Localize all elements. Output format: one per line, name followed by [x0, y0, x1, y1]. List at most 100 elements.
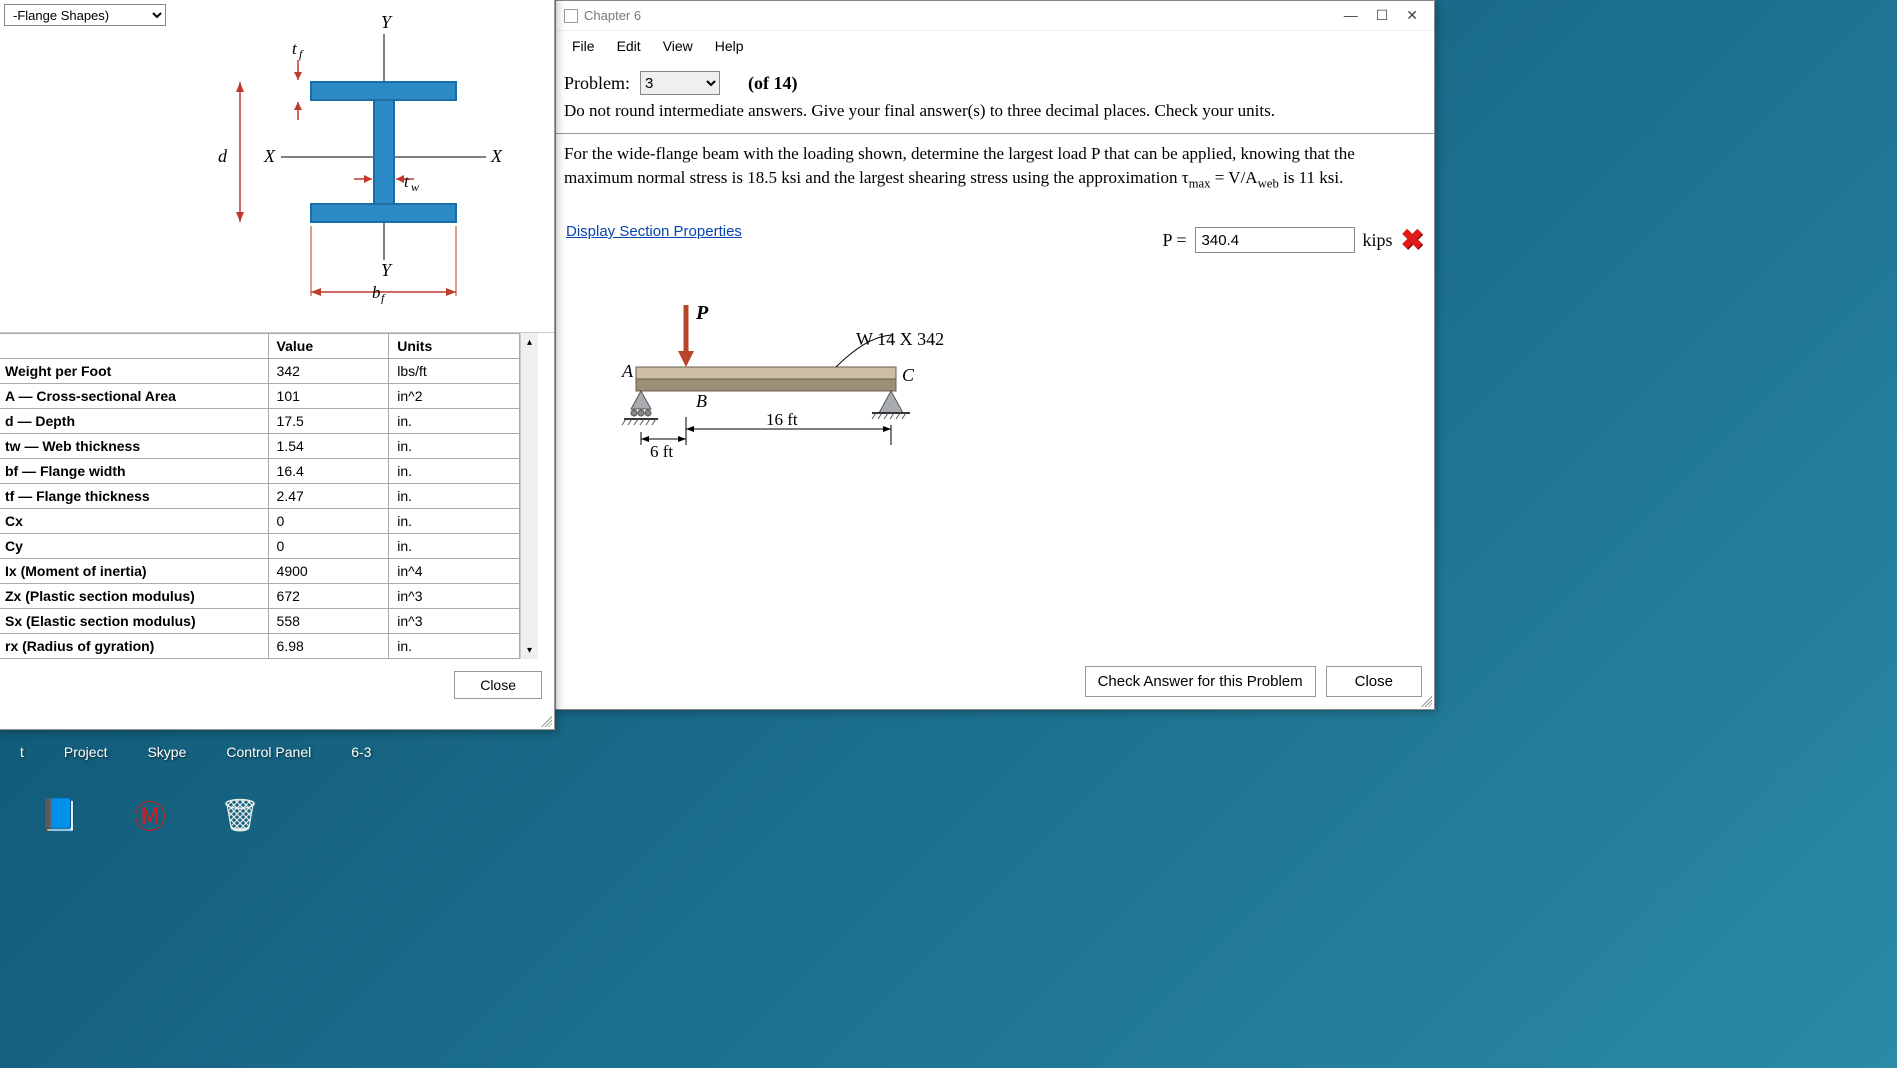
minimize-icon[interactable]: — [1344, 7, 1358, 24]
svg-text:W 14 X 342: W 14 X 342 [856, 329, 944, 349]
section-properties-window: -Flange Shapes) Y Y X X t f [0, 0, 555, 730]
prop-units: in. [389, 634, 520, 659]
col-units: Units [389, 334, 520, 359]
separator [556, 133, 1434, 134]
problem-number-select[interactable]: 3 [640, 71, 720, 95]
prop-units: in. [389, 434, 520, 459]
prop-value: 6.98 [268, 634, 389, 659]
problem-selector-row: Problem: 3 (of 14) [556, 61, 1434, 101]
app-shortcut-icon[interactable]: Ⓜ [130, 795, 170, 835]
recycle-bin-icon[interactable]: 🗑 [220, 795, 260, 835]
desk-label[interactable]: t [20, 744, 24, 760]
prop-value: 101 [268, 384, 389, 409]
properties-table: Value Units Weight per Foot342lbs/ftA — … [0, 333, 520, 659]
table-row: Zx (Plastic section modulus)672in^3 [0, 584, 520, 609]
prop-value: 16.4 [268, 459, 389, 484]
prop-label: A — Cross-sectional Area [0, 384, 268, 409]
shape-type-select[interactable]: -Flange Shapes) [4, 4, 166, 26]
scroll-up-icon[interactable]: ▴ [523, 335, 537, 349]
desk-label[interactable]: 6-3 [351, 744, 371, 760]
prop-units: in. [389, 509, 520, 534]
prop-label: Sx (Elastic section modulus) [0, 609, 268, 634]
svg-text:A: A [621, 361, 634, 381]
label-Y-bot: Y [381, 260, 393, 280]
svg-text:d: d [218, 146, 228, 166]
prop-units: in^2 [389, 384, 520, 409]
ch6-close-button[interactable]: Close [1326, 666, 1422, 697]
menu-view[interactable]: View [653, 35, 703, 57]
table-row: Cx0in. [0, 509, 520, 534]
table-row: A — Cross-sectional Area101in^2 [0, 384, 520, 409]
problem-of-label: (of 14) [748, 73, 797, 94]
svg-text:P: P [695, 302, 709, 324]
window-title: Chapter 6 [584, 8, 641, 23]
resize-grip-icon[interactable] [538, 713, 552, 727]
prop-value: 17.5 [268, 409, 389, 434]
svg-text:6 ft: 6 ft [650, 442, 673, 461]
prop-label: d — Depth [0, 409, 268, 434]
svg-text:t: t [292, 39, 298, 58]
instructions-text: Do not round intermediate answers. Give … [556, 101, 1434, 131]
prop-units: lbs/ft [389, 359, 520, 384]
table-row: bf — Flange width16.4in. [0, 459, 520, 484]
table-row: Cy0in. [0, 534, 520, 559]
properties-table-region: Value Units Weight per Foot342lbs/ftA — … [0, 332, 554, 659]
svg-text:16 ft: 16 ft [766, 410, 798, 429]
app-shortcut-icon[interactable]: 📘 [40, 795, 80, 835]
table-row: Weight per Foot342lbs/ft [0, 359, 520, 384]
table-row: rx (Radius of gyration)6.98in. [0, 634, 520, 659]
prop-units: in^4 [389, 559, 520, 584]
table-row: tf — Flange thickness2.47in. [0, 484, 520, 509]
prop-units: in. [389, 409, 520, 434]
display-section-properties-link[interactable]: Display Section Properties [566, 223, 742, 240]
maximize-icon[interactable]: ☐ [1376, 7, 1389, 24]
label-Y-top: Y [381, 14, 393, 32]
svg-text:C: C [902, 365, 915, 385]
menubar: File Edit View Help [556, 31, 1434, 61]
label-X-left: X [263, 146, 276, 166]
app-icon [564, 9, 578, 23]
desktop-icon-labels: t Project Skype Control Panel 6-3 [0, 738, 391, 766]
scroll-down-icon[interactable]: ▾ [523, 643, 537, 657]
ch6-resize-grip-icon[interactable] [1418, 693, 1432, 707]
svg-text:f: f [381, 291, 386, 304]
close-icon[interactable]: ✕ [1406, 7, 1418, 24]
i-beam-diagram: Y Y X X t f d [166, 4, 546, 324]
prop-label: Cy [0, 534, 268, 559]
prop-units: in. [389, 484, 520, 509]
table-row: Sx (Elastic section modulus)558in^3 [0, 609, 520, 634]
answer-input[interactable] [1195, 227, 1355, 253]
col-value: Value [268, 334, 389, 359]
props-close-button[interactable]: Close [454, 671, 542, 699]
desk-label[interactable]: Project [64, 744, 108, 760]
svg-text:w: w [411, 180, 419, 194]
svg-text:f: f [299, 47, 304, 61]
problem-statement: For the wide-flange beam with the loadin… [556, 142, 1434, 223]
answer-P-label: P = [1163, 230, 1187, 251]
prop-value: 2.47 [268, 484, 389, 509]
menu-help[interactable]: Help [705, 35, 754, 57]
menu-edit[interactable]: Edit [607, 35, 651, 57]
prop-label: tw — Web thickness [0, 434, 268, 459]
problem-label: Problem: [564, 73, 630, 94]
prop-value: 672 [268, 584, 389, 609]
wrong-answer-icon: ✖ [1401, 223, 1424, 257]
menu-file[interactable]: File [562, 35, 605, 57]
desktop-icons: 📘 Ⓜ 🗑 [40, 795, 260, 835]
table-row: d — Depth17.5in. [0, 409, 520, 434]
prop-units: in^3 [389, 609, 520, 634]
prop-units: in^3 [389, 584, 520, 609]
table-scrollbar[interactable]: ▴ ▾ [520, 333, 538, 659]
svg-text:b: b [372, 283, 381, 302]
desk-label[interactable]: Control Panel [226, 744, 311, 760]
prop-value: 0 [268, 509, 389, 534]
ch6-footer: Check Answer for this Problem Close [556, 654, 1434, 709]
answer-units: kips [1363, 230, 1393, 251]
prop-value: 1.54 [268, 434, 389, 459]
props-top-region: -Flange Shapes) Y Y X X t f [0, 0, 554, 332]
prop-label: Weight per Foot [0, 359, 268, 384]
desk-label[interactable]: Skype [147, 744, 186, 760]
check-answer-button[interactable]: Check Answer for this Problem [1085, 666, 1316, 697]
window-controls: — ☐ ✕ [1344, 7, 1418, 24]
mid-row: Display Section Properties P = kips ✖ [556, 223, 1434, 257]
